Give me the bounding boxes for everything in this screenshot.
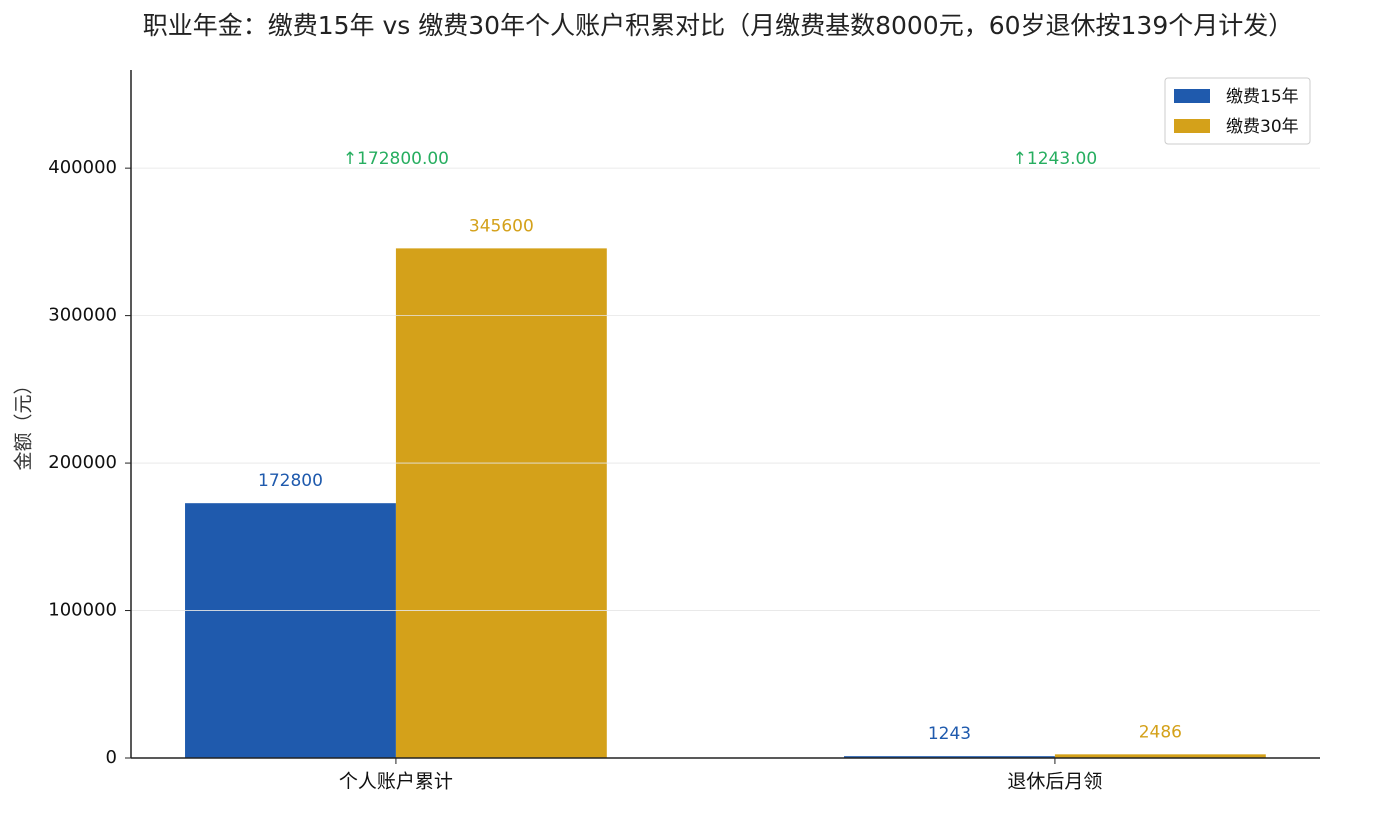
y-tick-label: 200000 [48, 452, 117, 473]
y-axis-label: 金额（元） [13, 375, 35, 470]
bar [1054, 754, 1266, 758]
annotation: ↑172800.00 [343, 149, 449, 169]
y-tick-label: 100000 [48, 600, 117, 621]
legend-swatch [1174, 119, 1210, 133]
annotation: ↑1243.00 [1013, 149, 1098, 169]
chart-title: 职业年金：缴费15年 vs 缴费30年个人账户积累对比（月缴费基数8000元，6… [143, 11, 1294, 40]
value-label: 1243 [928, 724, 971, 744]
bar [185, 503, 396, 758]
bar [395, 248, 607, 759]
legend-label: 缴费15年 [1226, 87, 1299, 107]
value-label: 345600 [469, 216, 534, 236]
y-tick-label: 0 [106, 747, 117, 768]
y-tick-label: 400000 [48, 157, 117, 178]
x-tick-label: 退休后月领 [1007, 771, 1102, 793]
x-tick-label: 个人账户累计 [339, 771, 453, 793]
bar [844, 756, 1055, 758]
y-tick-label: 300000 [48, 305, 117, 326]
value-label: 172800 [258, 471, 323, 491]
value-label: 2486 [1139, 722, 1182, 742]
legend-label: 缴费30年 [1226, 117, 1299, 137]
legend-swatch [1174, 89, 1210, 103]
